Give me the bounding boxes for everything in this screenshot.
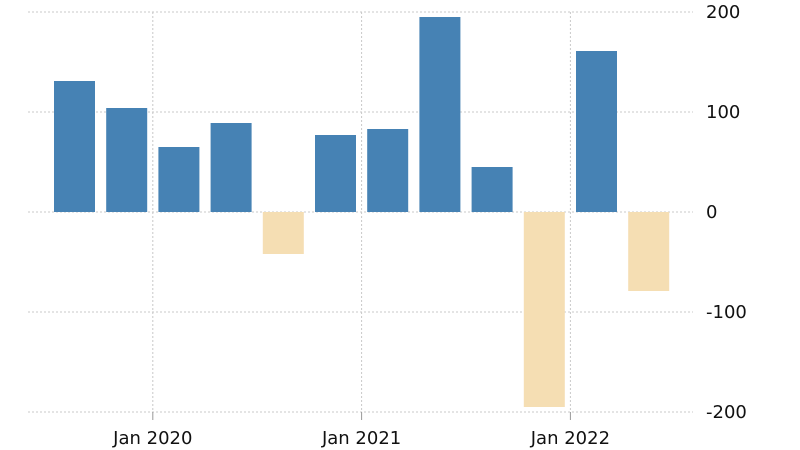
y-tick-label: 200 xyxy=(706,2,740,23)
y-axis-labels: 200 100 0 -100 -200 xyxy=(706,2,747,423)
bar xyxy=(315,135,356,212)
bar xyxy=(106,108,148,212)
x-tick-label: Jan 2021 xyxy=(321,428,401,449)
x-tick-label: Jan 2022 xyxy=(530,428,610,449)
y-tick-label: 0 xyxy=(706,202,717,223)
x-tick-label: Jan 2020 xyxy=(112,428,192,449)
bar xyxy=(628,212,670,291)
bar xyxy=(262,212,304,254)
grid-layer xyxy=(28,11,693,420)
y-tick-label: 100 xyxy=(706,102,740,123)
bar xyxy=(367,129,409,212)
bar xyxy=(523,212,565,407)
y-tick-label: -200 xyxy=(706,402,747,423)
x-axis-labels: Jan 2020 Jan 2021 Jan 2022 xyxy=(112,428,610,449)
bars-layer xyxy=(54,17,670,407)
bar xyxy=(471,167,513,212)
bar xyxy=(210,123,252,212)
y-tick-label: -100 xyxy=(706,302,747,323)
bar xyxy=(576,51,617,212)
bar xyxy=(54,81,95,212)
bar xyxy=(419,17,461,212)
bar xyxy=(158,147,200,212)
